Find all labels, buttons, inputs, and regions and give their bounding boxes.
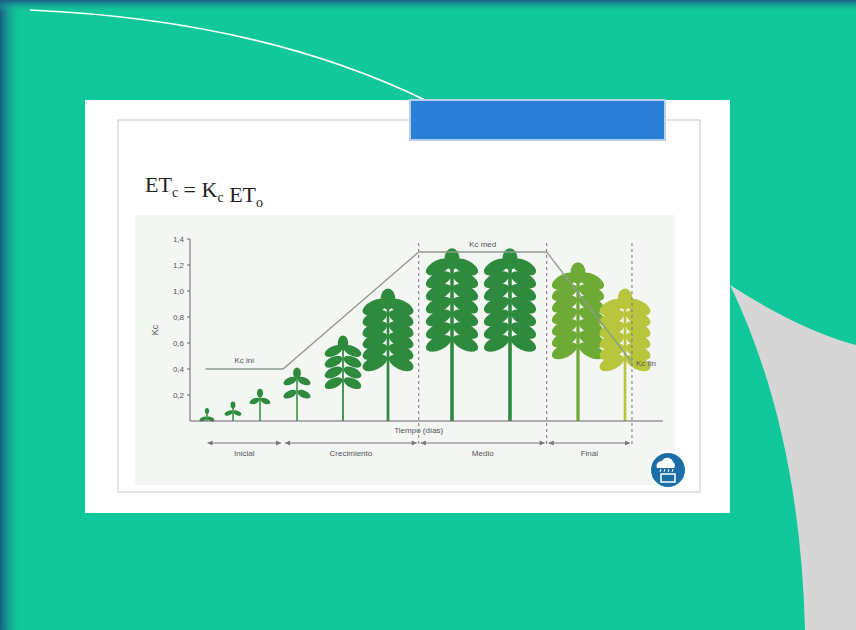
arrow-head xyxy=(412,441,417,446)
y-tick xyxy=(187,239,190,240)
arrow-head xyxy=(625,441,630,446)
card xyxy=(85,100,730,513)
y-tick xyxy=(187,369,190,370)
y-tick-label: 1,0 xyxy=(173,287,185,296)
stage-label: Final xyxy=(581,449,599,458)
title: ETc = Kc ETo xyxy=(145,172,263,210)
y-tick xyxy=(187,265,190,266)
arrow-head xyxy=(540,441,545,446)
curve-line xyxy=(30,10,425,100)
arrow-head xyxy=(208,441,213,446)
background xyxy=(0,0,856,630)
y-axis xyxy=(190,239,191,421)
plot-background xyxy=(135,215,675,485)
y-tick-label: 1,4 xyxy=(173,235,185,244)
arrow-head xyxy=(276,441,281,446)
annotation: Kc med xyxy=(469,240,496,249)
stage-label: Inicial xyxy=(234,449,255,458)
edge-shade xyxy=(0,0,22,630)
plant xyxy=(549,262,606,421)
icon xyxy=(650,452,686,488)
plant xyxy=(199,408,215,422)
stage-label: Medio xyxy=(472,449,494,458)
slide: ETc = Kc ETo0,20,40,60,81,01,21,4KcTiemp… xyxy=(0,0,856,630)
y-tick xyxy=(187,317,190,318)
y-tick-label: 0,8 xyxy=(173,313,185,322)
plant xyxy=(323,335,363,421)
y-tick xyxy=(187,291,190,292)
plant xyxy=(423,248,480,421)
swoosh xyxy=(730,285,856,630)
plant xyxy=(224,402,242,421)
edge-shade xyxy=(0,0,856,12)
y-tick xyxy=(187,343,190,344)
kc-line xyxy=(206,252,632,369)
stage-boundary xyxy=(631,243,632,446)
annotation: Kc fin xyxy=(636,359,656,368)
plant xyxy=(481,248,538,421)
y-axis-title: Kc xyxy=(150,324,160,335)
plant xyxy=(360,288,416,421)
x-axis xyxy=(190,421,663,422)
stage-arrow xyxy=(549,443,630,444)
stage-arrow xyxy=(285,443,417,444)
y-tick-label: 1,2 xyxy=(173,261,185,270)
y-tick-label: 0,2 xyxy=(173,391,185,400)
plant xyxy=(249,389,272,421)
y-tick-label: 0,4 xyxy=(173,365,185,374)
annotation: Kc ini xyxy=(234,356,254,365)
y-tick-label: 0,6 xyxy=(173,339,185,348)
stage-boundary xyxy=(546,243,547,446)
arrow-head xyxy=(285,441,290,446)
stage-label: Crecimiento xyxy=(330,449,373,458)
card-frame xyxy=(118,120,700,492)
stage-arrow xyxy=(421,443,545,444)
plot-area xyxy=(206,252,632,369)
arrow-head xyxy=(421,441,426,446)
plant xyxy=(597,288,653,421)
y-tick xyxy=(187,395,190,396)
stage-boundary xyxy=(418,243,419,446)
tab xyxy=(410,100,665,140)
plant xyxy=(282,367,312,421)
stage-arrow xyxy=(208,443,282,444)
arrow-head xyxy=(549,441,554,446)
